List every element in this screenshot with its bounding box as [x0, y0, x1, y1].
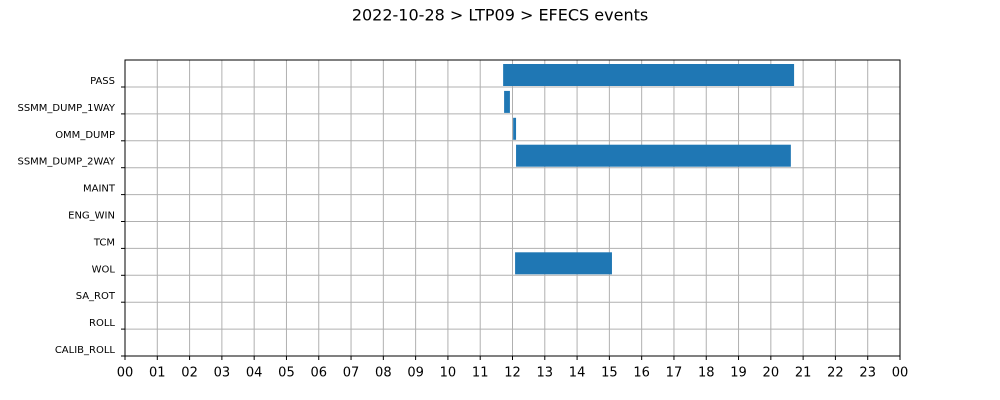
x-tick-label: 18 [698, 366, 715, 381]
x-tick-label: 21 [795, 366, 812, 381]
event-bar [515, 252, 612, 275]
x-tick-label: 01 [149, 366, 166, 381]
x-tick-label: 16 [633, 366, 650, 381]
y-tick-label: SA_ROT [76, 291, 116, 302]
x-tick-label: 02 [181, 366, 198, 381]
x-tick-label: 13 [537, 366, 554, 381]
x-tick-label: 12 [504, 366, 521, 381]
x-tick-label: 00 [117, 366, 134, 381]
x-tick-label: 00 [892, 366, 909, 381]
y-tick-label: MAINT [83, 184, 116, 195]
x-tick-label: 10 [440, 366, 457, 381]
plot-frame [124, 59, 901, 357]
chart-title: 2022-10-28 > LTP09 > EFECS events [352, 6, 648, 25]
y-tick-label: ROLL [89, 318, 115, 329]
x-tick-label: 04 [246, 366, 263, 381]
y-tick-label: WOL [92, 264, 116, 275]
x-tick-label: 19 [730, 366, 747, 381]
y-tick-label: ENG_WIN [68, 211, 115, 222]
y-tick-label: SSMM_DUMP_1WAY [17, 103, 115, 114]
x-tick-label: 22 [827, 366, 844, 381]
y-tick-label: SSMM_DUMP_2WAY [17, 157, 115, 168]
x-tick-label: 09 [407, 366, 424, 381]
x-tick-label: 08 [375, 366, 392, 381]
x-tick-label: 11 [472, 366, 489, 381]
x-tick-label: 05 [278, 366, 295, 381]
x-tick-label: 06 [310, 366, 327, 381]
x-tick-label: 07 [343, 366, 360, 381]
x-tick-label: 03 [214, 366, 231, 381]
y-tick-label: OMM_DUMP [55, 130, 115, 141]
y-tick-label: PASS [90, 76, 115, 87]
event-bar [513, 117, 517, 140]
event-bar [503, 64, 795, 86]
event-bar [504, 90, 510, 113]
x-tick-label: 17 [666, 366, 683, 381]
x-tick-label: 14 [569, 366, 586, 381]
event-bar [516, 144, 791, 167]
x-tick-label: 20 [763, 366, 780, 381]
y-tick-label: CALIB_ROLL [55, 345, 116, 356]
x-tick-label: 15 [601, 366, 618, 381]
x-tick-label: 23 [859, 366, 876, 381]
y-tick-label: TCM [93, 237, 115, 248]
